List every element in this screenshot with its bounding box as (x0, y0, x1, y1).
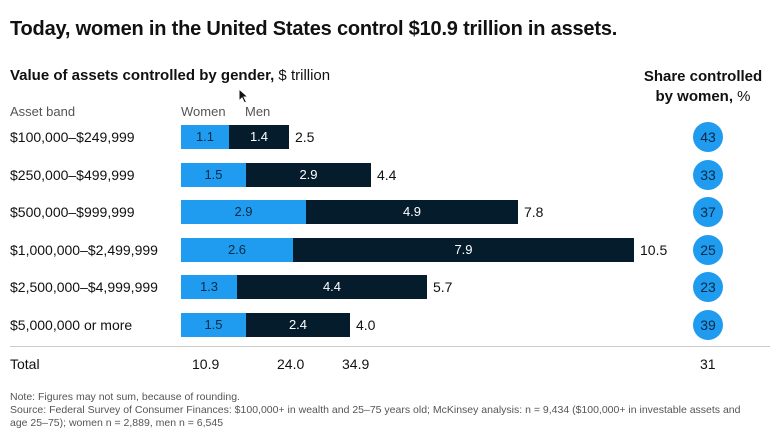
total-women: 10.9 (192, 356, 220, 372)
row-label: $1,000,000–$2,499,999 (10, 242, 158, 258)
women-bar: 1.1 (181, 125, 229, 149)
headline: Today, women in the United States contro… (10, 18, 618, 40)
row-label: $250,000–$499,999 (10, 167, 135, 183)
total-all: 34.9 (342, 356, 370, 372)
share-head-unit: % (733, 88, 751, 105)
row-total: 2.5 (295, 129, 315, 145)
row-label: $500,000–$999,999 (10, 204, 135, 220)
row-total: 4.0 (356, 317, 376, 333)
women-bar: 2.9 (181, 200, 306, 224)
subtitle-unit: $ trillion (274, 67, 331, 84)
men-bar: 2.4 (246, 313, 350, 337)
share-circle: 43 (693, 122, 723, 152)
share-column-title: Share controlled by women, % (630, 67, 776, 107)
share-circle: 25 (693, 235, 723, 265)
share-head-line1: Share controlled (643, 68, 763, 85)
women-bar: 1.5 (181, 163, 246, 187)
note-text: Note: Figures may not sum, because of ro… (10, 391, 240, 403)
row-label: $100,000–$249,999 (10, 129, 135, 145)
row-total: 4.4 (377, 167, 397, 183)
women-bar: 2.6 (181, 238, 293, 262)
chart-subtitle: Value of assets controlled by gender, $ … (10, 67, 330, 84)
share-circle: 23 (693, 272, 723, 302)
row-total: 10.5 (640, 242, 668, 258)
men-legend-label: Men (245, 104, 271, 119)
women-bar: 1.5 (181, 313, 246, 337)
row-total: 5.7 (433, 279, 453, 295)
total-divider (10, 346, 770, 347)
total-label: Total (10, 356, 40, 372)
men-bar: 4.4 (237, 275, 427, 299)
share-circle: 39 (693, 310, 723, 340)
asset-band-header: Asset band (10, 104, 76, 119)
women-bar: 1.3 (181, 275, 237, 299)
total-men: 24.0 (277, 356, 305, 372)
mouse-pointer-icon (238, 88, 250, 104)
subtitle-bold: Value of assets controlled by gender, (10, 67, 275, 84)
men-bar: 7.9 (293, 238, 634, 262)
men-bar: 1.4 (229, 125, 289, 149)
row-total: 7.8 (524, 204, 544, 220)
share-circle: 37 (693, 197, 723, 227)
total-share: 31 (700, 356, 716, 372)
share-circle: 33 (693, 160, 723, 190)
footnote: Note: Figures may not sum, because of ro… (10, 391, 760, 430)
men-bar: 4.9 (306, 200, 518, 224)
source-text: Source: Federal Survey of Consumer Finan… (10, 404, 741, 429)
share-head-line2: by women, (655, 88, 733, 105)
row-label: $5,000,000 or more (10, 317, 133, 333)
row-label: $2,500,000–$4,999,999 (10, 279, 158, 295)
men-bar: 2.9 (246, 163, 371, 187)
women-legend-label: Women (181, 104, 226, 119)
